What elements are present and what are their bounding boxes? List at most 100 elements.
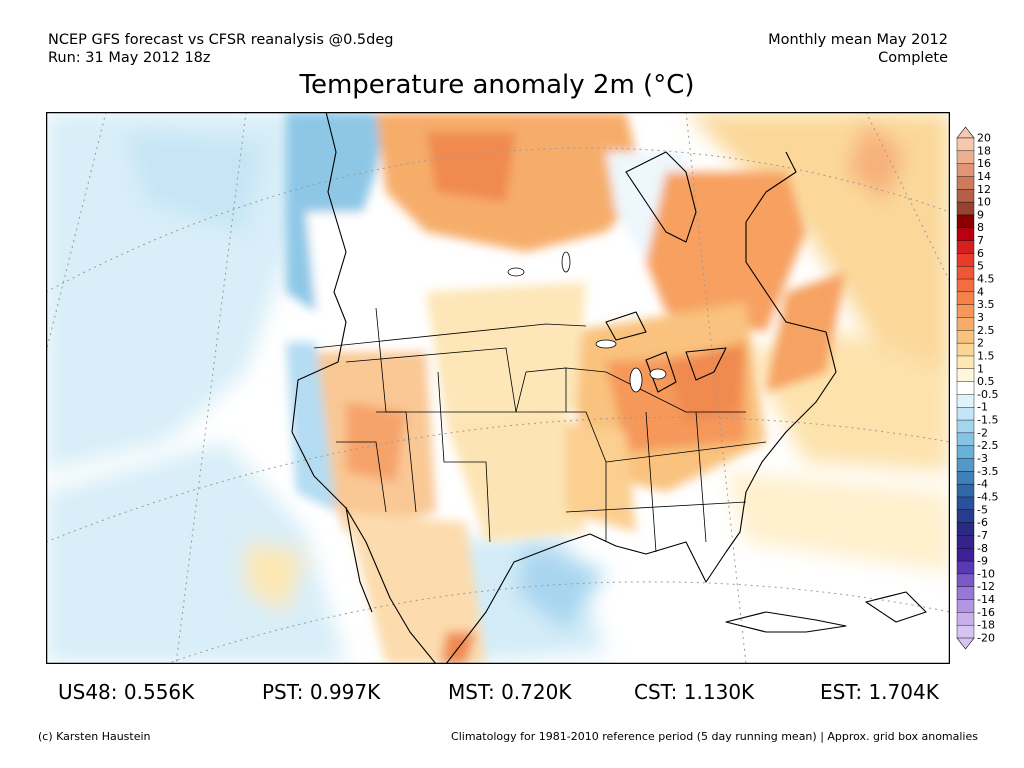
legend-label: 8 [977,221,984,234]
legend-label: 12 [977,183,991,196]
legend-label: 4.5 [977,273,995,286]
legend-swatch [956,176,975,190]
legend-swatch [956,317,975,331]
color-legend: 201816141210987654.543.532.521.510.5-0.5… [956,126,998,650]
lakes [507,251,667,393]
legend-swatch [956,573,975,588]
model-description: NCEP GFS forecast vs CFSR reanalysis @0.… [48,32,394,48]
legend-label: 0.5 [977,375,995,388]
status-label: Complete [878,50,948,66]
legend-swatch [956,150,975,165]
legend-label: -1 [977,401,988,414]
legend-label: -7 [977,529,988,542]
legend-label: 5 [977,260,984,273]
legend-swatch [956,266,975,280]
stat-value: 1.704K [868,680,939,704]
climatology-note: Climatology for 1981-2010 reference peri… [451,730,978,743]
legend-label: 20 [977,132,991,145]
regional-stats: US48: 0.556K PST: 0.997K MST: 0.720K CST… [0,680,1024,706]
stat-pst: PST: 0.997K [262,680,380,704]
stat-label: US48: [58,680,118,704]
graticule [46,112,950,664]
legend-swatch [956,253,975,267]
legend-swatch [956,214,975,229]
stat-label: EST: [820,680,863,704]
legend-swatch [956,304,975,318]
legend-swatch [956,612,975,626]
header-right: Monthly mean May 2012 Complete [768,31,948,67]
legend-swatch [956,548,975,562]
legend-swatch [956,368,975,383]
stat-value: 0.720K [501,680,572,704]
legend-label: -2 [977,426,988,439]
legend-label: -14 [977,593,995,606]
legend-label: 7 [977,234,984,247]
legend-swatch [956,291,975,306]
map-title: Temperature anomaly 2m (°C) [299,70,695,100]
legend-label: -2.5 [977,439,998,452]
legend-label: 2.5 [977,324,995,337]
legend-swatch [956,432,975,447]
legend-swatch [956,535,975,549]
stat-label: PST: [262,680,304,704]
legend-swatch [956,509,975,524]
stat-us48: US48: 0.556K [58,680,194,704]
legend-swatch [956,278,975,293]
copyright: (c) Karsten Haustein [38,730,151,743]
legend-swatch [956,381,975,395]
legend-arrow-bottom [956,637,975,650]
legend-swatch [956,599,975,613]
legend-label: 2 [977,337,984,350]
legend-label: -3.5 [977,465,998,478]
anomaly-map [46,112,950,664]
legend-swatch [956,330,975,344]
legend-label: 14 [977,170,991,183]
legend-swatch [956,240,975,254]
stat-value: 1.130K [683,680,755,704]
legend-swatch [956,483,975,498]
legend-swatch [956,458,975,472]
legend-swatch [956,189,975,203]
legend-swatch [956,419,975,434]
coastlines [291,112,927,664]
legend-swatch [956,471,975,485]
legend-swatch [956,227,975,242]
period-label: Monthly mean May 2012 [768,32,948,48]
legend-label: -4 [977,478,988,491]
legend-label: 3 [977,311,984,324]
legend-label: -12 [977,580,995,593]
map-frame [46,112,950,664]
legend-label: -4.5 [977,490,998,503]
legend-label: 1 [977,362,984,375]
legend-label: -0.5 [977,388,998,401]
legend-swatch [956,163,975,177]
stat-cst: CST: 1.130K [634,680,754,704]
legend-swatch [956,137,975,152]
legend-swatch [956,407,975,421]
legend-label: -20 [977,632,995,645]
legend-label: -3 [977,452,988,465]
legend-swatch [956,342,975,357]
legend-swatch [956,586,975,601]
state-borders [313,307,767,553]
legend-label: -9 [977,555,988,568]
legend-label: -18 [977,619,995,632]
stat-label: MST: [448,680,495,704]
legend-label: 1.5 [977,349,995,362]
legend-label: -16 [977,606,995,619]
stat-est: EST: 1.704K [820,680,939,704]
legend-label: 9 [977,208,984,221]
run-time: Run: 31 May 2012 18z [48,50,211,66]
header-left: NCEP GFS forecast vs CFSR reanalysis @0.… [48,31,393,67]
legend-swatch [956,624,975,639]
legend-label: 6 [977,247,984,260]
stat-value: 0.997K [309,680,381,704]
legend-label: -1.5 [977,414,998,427]
stat-mst: MST: 0.720K [448,680,571,704]
stat-label: CST: [634,680,678,704]
ocean-anomaly-layer [46,112,950,664]
legend-label: -8 [977,542,988,555]
land-anomaly-layer [286,112,846,664]
legend-label: 4 [977,285,984,298]
legend-swatch [956,355,975,370]
